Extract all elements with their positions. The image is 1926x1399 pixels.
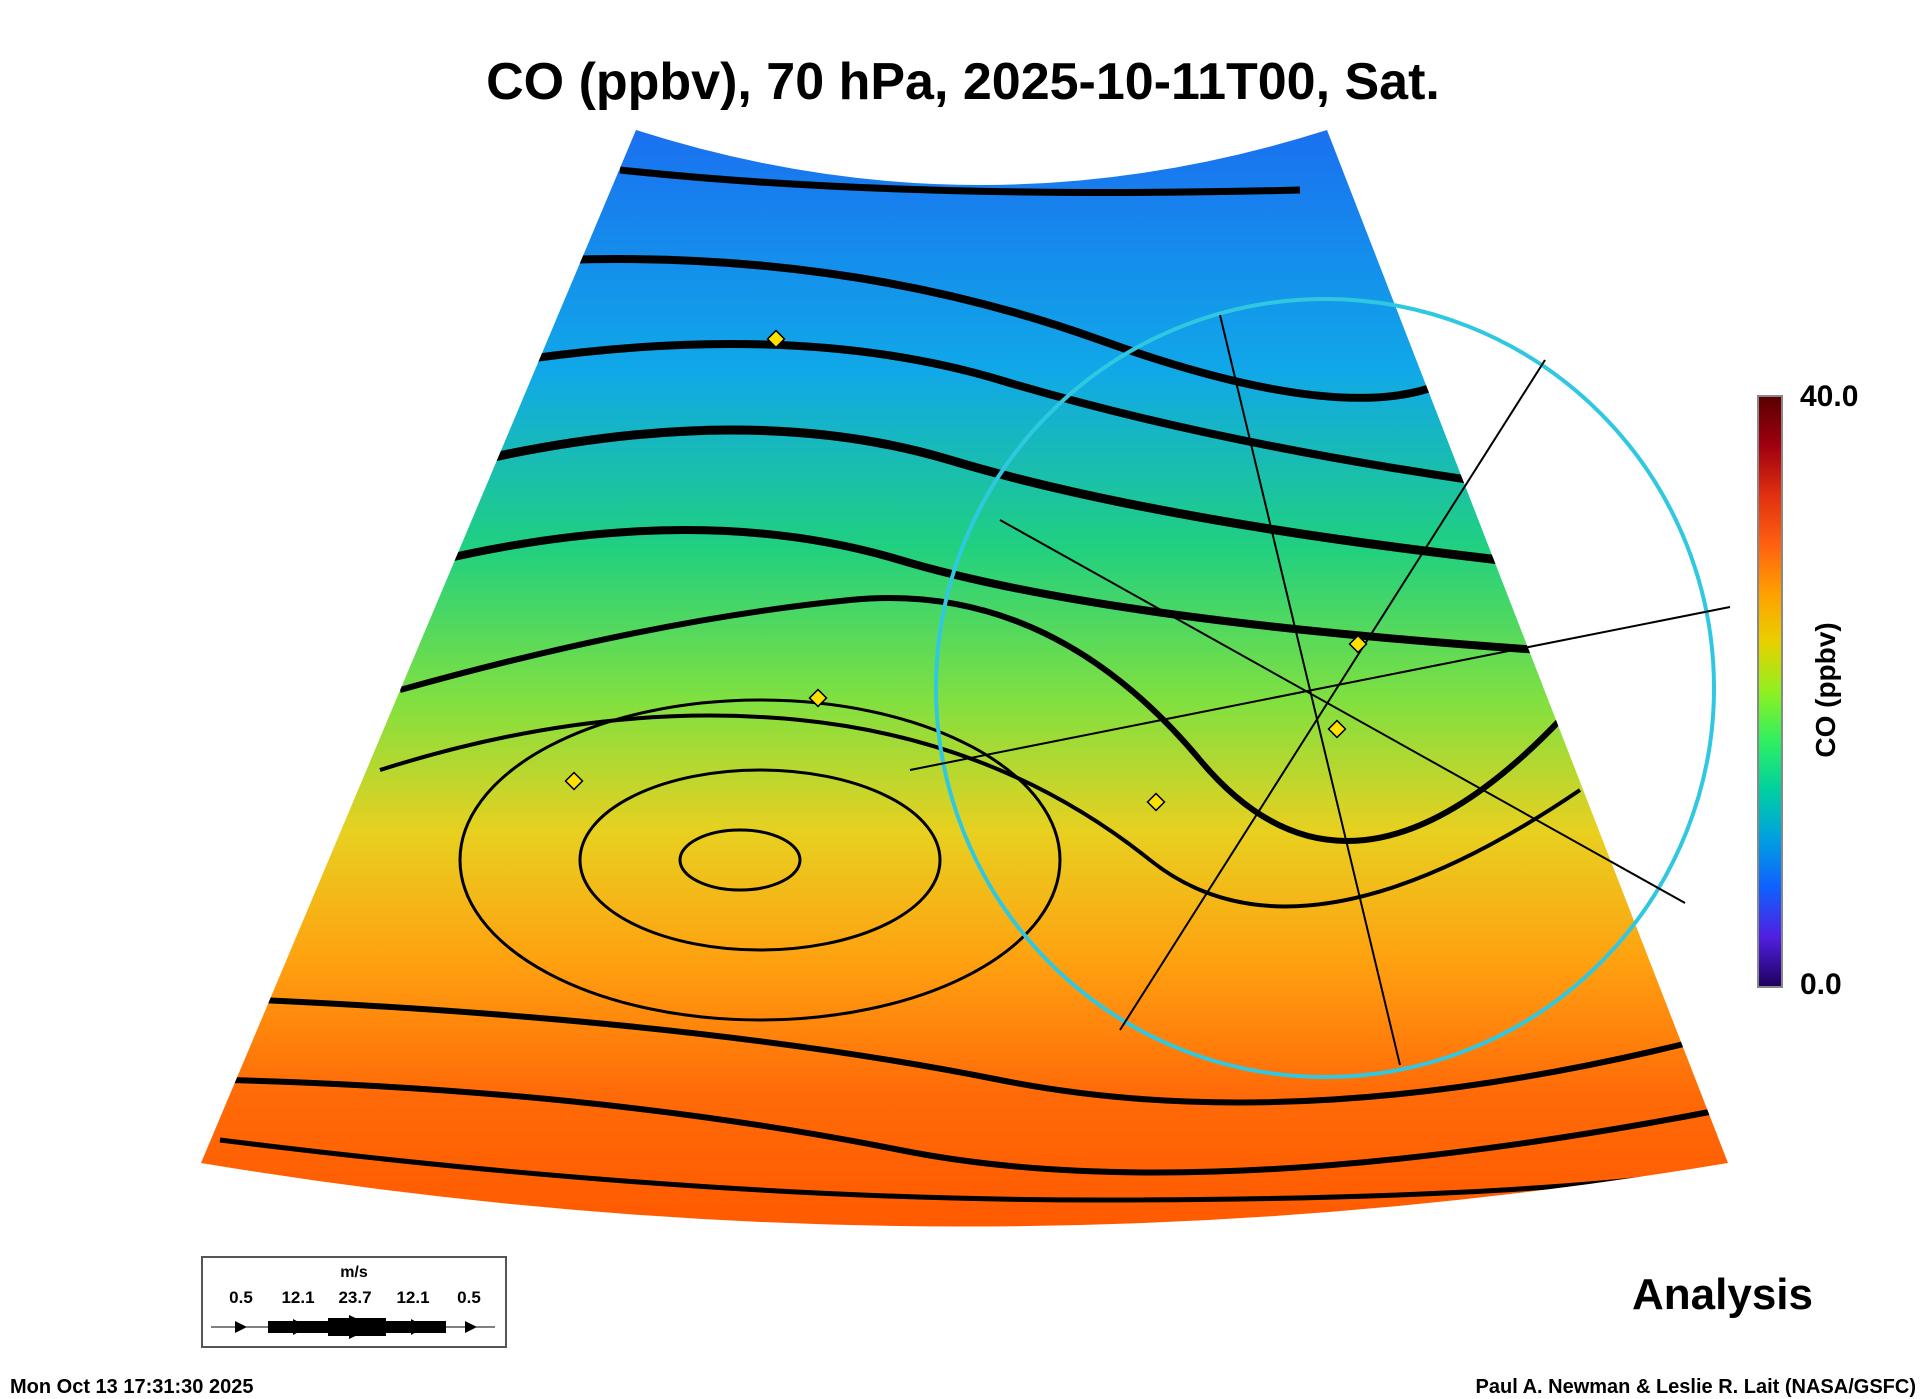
streamline (399, 595, 1563, 844)
streamline (379, 713, 1582, 909)
wind-legend-value: 12.1 (396, 1288, 430, 1307)
wind-legend-value: 12.1 (281, 1288, 315, 1307)
wind-legend-value: 0.5 (229, 1288, 253, 1307)
streamline (559, 255, 1452, 402)
co-field (201, 130, 1728, 1227)
cross-section-line (909, 606, 1731, 771)
streamline (229, 1077, 1721, 1176)
wind-legend-value: 0.5 (457, 1288, 481, 1307)
streamline (458, 698, 1062, 1022)
station-marker (564, 771, 584, 791)
station-marker (1348, 634, 1368, 654)
colorbar (1757, 395, 1783, 988)
wind-legend-arrow (211, 1315, 495, 1339)
streamlines (219, 166, 1721, 1203)
colorbar-max-label: 40.0 (1800, 380, 1859, 413)
streamline (678, 828, 802, 892)
footer-credit: Paul A. Newman & Leslie R. Lait (NASA/GS… (1475, 1376, 1916, 1398)
footer-timestamp: Mon Oct 13 17:31:30 2025 (10, 1376, 254, 1398)
vortex-circle (934, 297, 1716, 1079)
station-marker (808, 688, 828, 708)
streamline (619, 166, 1301, 196)
streamline (259, 997, 1701, 1106)
streamline (219, 1137, 1721, 1203)
colorbar-title: CO (ppbv) (1810, 622, 1841, 758)
wind-legend-value: 23.7 (338, 1288, 372, 1307)
analysis-label: Analysis (1632, 1270, 1813, 1319)
streamline (439, 526, 1541, 654)
streamline (479, 425, 1501, 565)
chart-title: CO (ppbv), 70 hPa, 2025-10-11T00, Sat. (486, 53, 1440, 111)
station-marker (766, 329, 786, 349)
cross-section-line (1119, 359, 1546, 1031)
station-markers (564, 329, 1368, 812)
station-marker (1146, 792, 1166, 812)
station-marker (1327, 719, 1347, 739)
wind-legend-unit: m/s (340, 1264, 368, 1281)
colorbar-min-label: 0.0 (1800, 968, 1842, 1001)
streamline (578, 768, 942, 952)
streamline (519, 340, 1471, 484)
cross-section-line (999, 519, 1686, 904)
wind-legend: m/s 0.5 12.1 23.7 12.1 0.5 (201, 1256, 507, 1348)
